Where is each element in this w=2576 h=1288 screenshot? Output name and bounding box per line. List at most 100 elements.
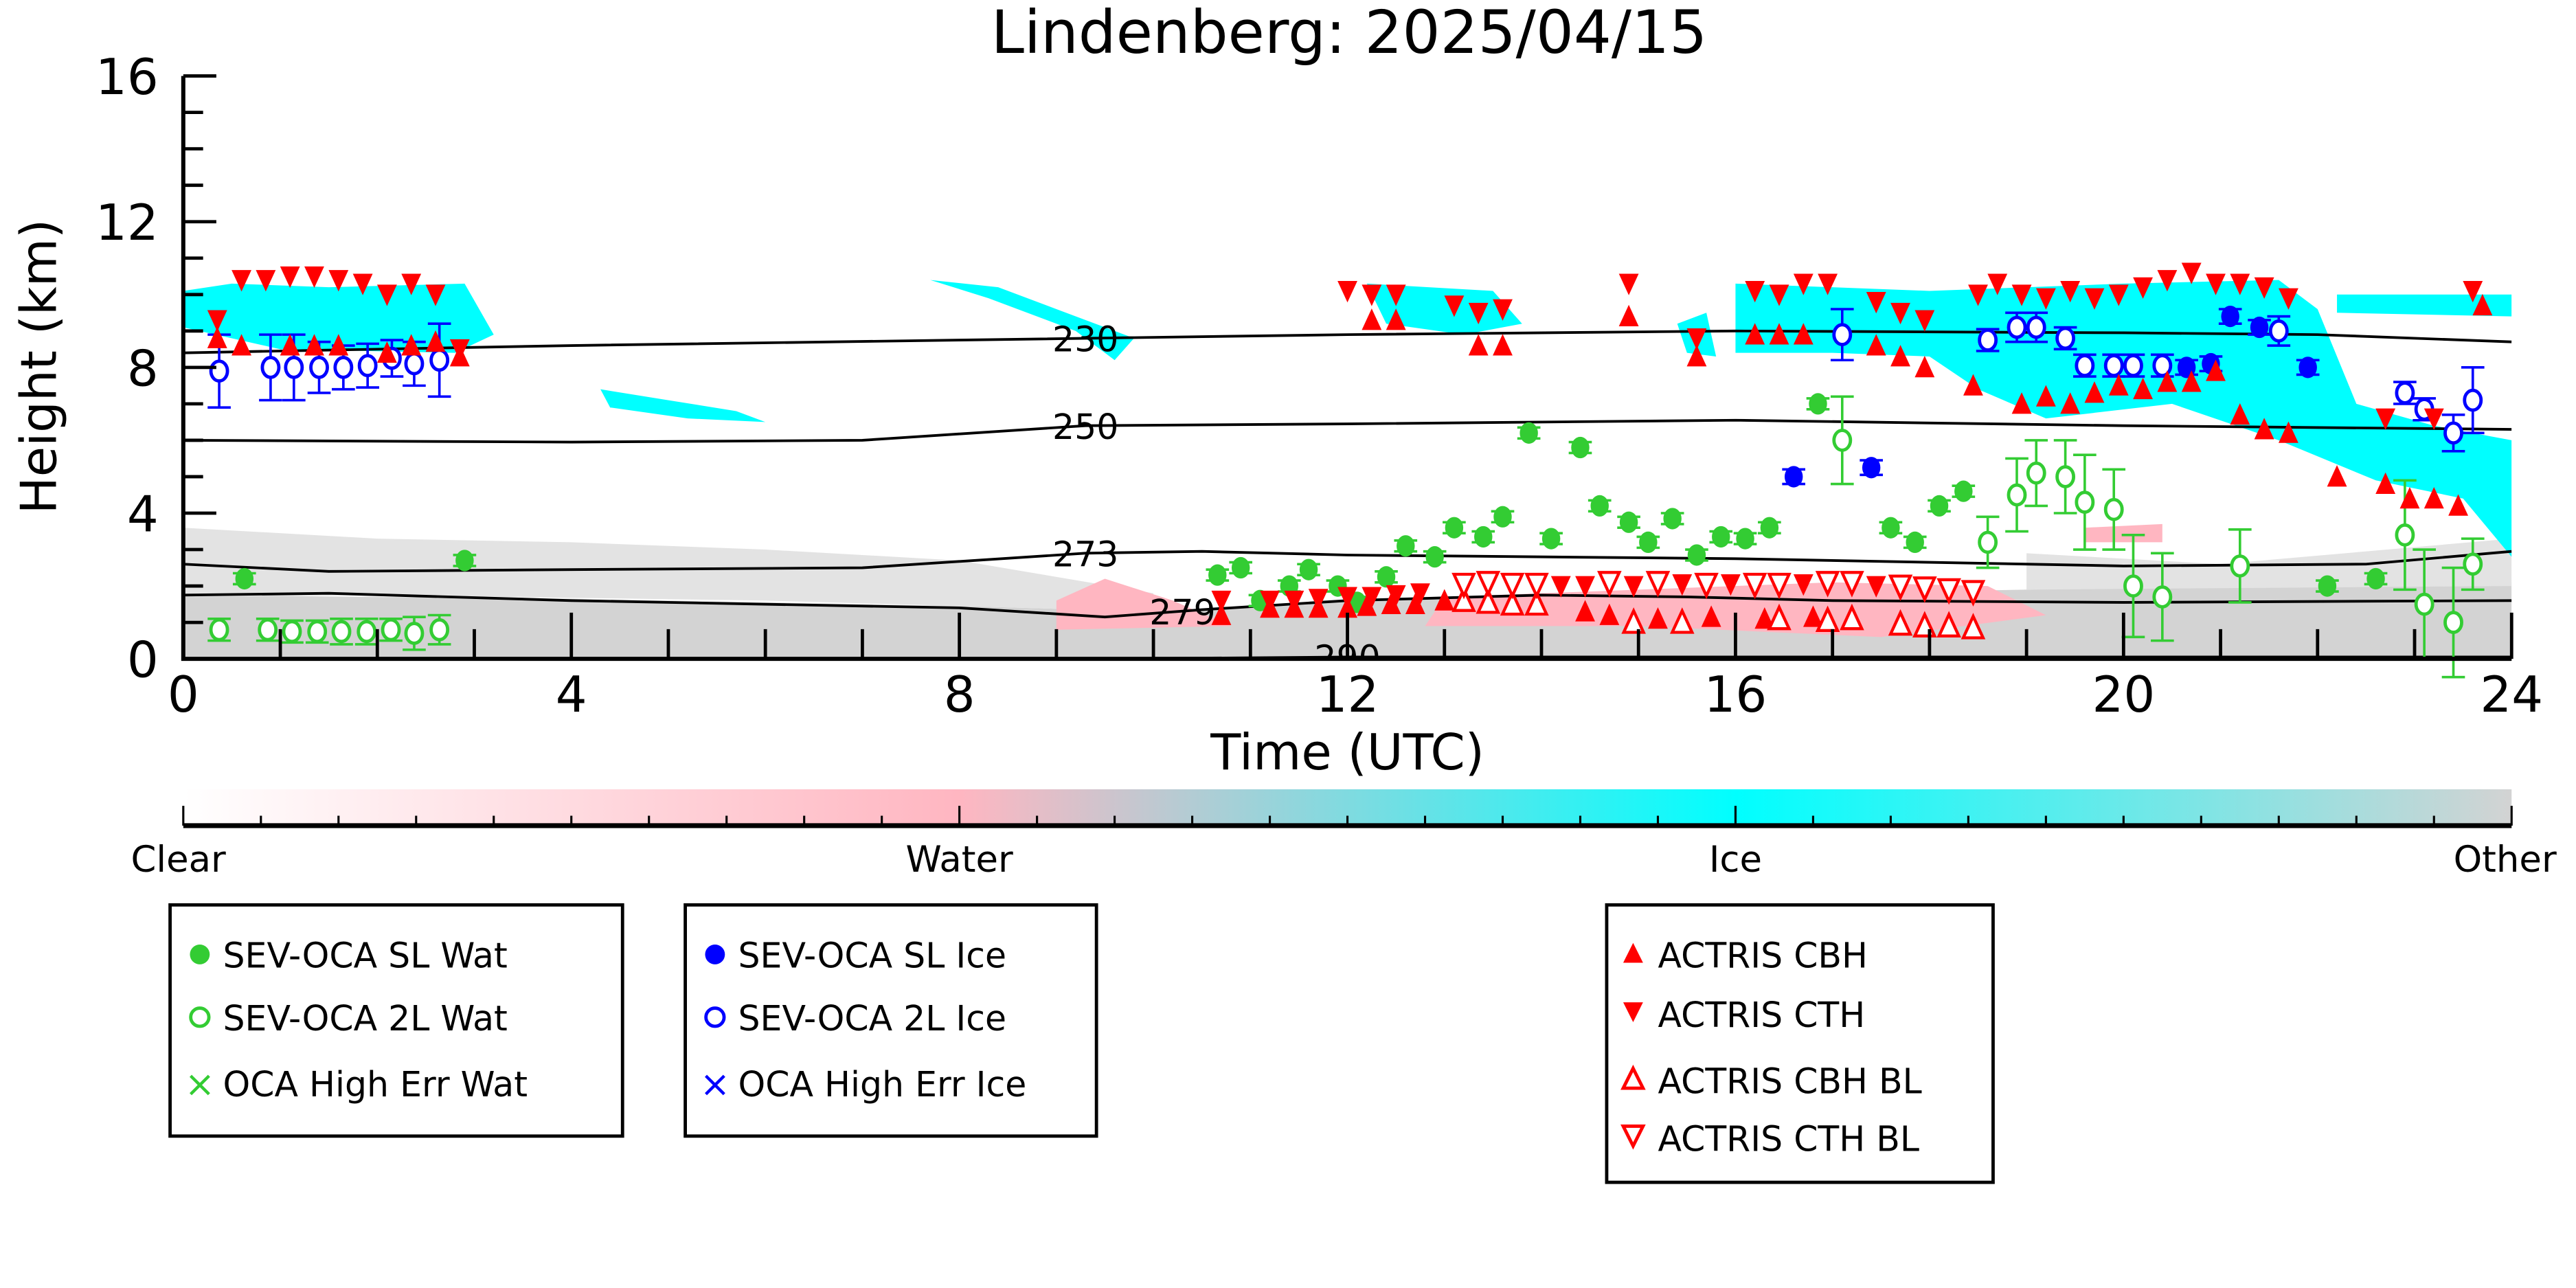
marker-actris-cbh xyxy=(376,341,397,363)
marker-sev-oca-sl-wat xyxy=(1493,506,1512,528)
marker-sev-oca-2l-ice xyxy=(333,356,354,379)
marker-actris-cth xyxy=(1337,281,1357,303)
marker-actris-cth xyxy=(256,270,276,292)
marker-sev-oca-2l-wat xyxy=(2055,465,2076,488)
marker-sev-oca-2l-ice xyxy=(2075,354,2095,378)
marker-actris-cbh xyxy=(231,334,251,356)
marker-sev-oca-2l-wat xyxy=(2230,554,2250,578)
x-tick-label: 0 xyxy=(168,666,199,724)
legend-label: ACTRIS CTH xyxy=(1658,995,1865,1035)
marker-actris-cth xyxy=(1386,284,1406,306)
marker-actris-cbh xyxy=(2375,472,2396,494)
marker-actris-cbh-bl xyxy=(1669,607,1695,634)
marker-actris-cbh xyxy=(1468,334,1489,356)
marker-actris-cth xyxy=(2060,281,2081,303)
marker-actris-cth xyxy=(1672,574,1693,596)
marker-sev-oca-2l-wat xyxy=(1978,530,1998,554)
marker-actris-cth xyxy=(207,310,227,332)
marker-actris-cth xyxy=(425,284,446,306)
y-tick-label: 0 xyxy=(127,632,159,690)
marker-actris-cbh xyxy=(2084,381,2105,403)
marker-actris-cth xyxy=(2181,262,2202,284)
x-tick-label: 16 xyxy=(1704,666,1767,724)
marker-actris-cth xyxy=(1968,284,1988,306)
marker-actris-cbh-bl xyxy=(1888,609,1913,636)
marker-sev-oca-sl-wat xyxy=(1809,393,1827,415)
marker-sev-oca-sl-ice xyxy=(2221,305,2239,328)
legend-marker-x-ice: × xyxy=(700,1063,730,1105)
legend-label: OCA High Err Wat xyxy=(223,1064,528,1105)
marker-actris-cbh xyxy=(425,330,446,352)
legend-label: SEV-OCA SL Ice xyxy=(738,936,1007,976)
marker-actris-cth xyxy=(1444,295,1465,317)
marker-sev-oca-sl-wat xyxy=(1760,517,1779,539)
marker-sev-oca-sl-wat xyxy=(1687,544,1706,566)
y-tick-label: 12 xyxy=(95,194,159,252)
legend-actris: ACTRIS CBH ACTRIS CTH ACTRIS CBH BL ACTR… xyxy=(1605,903,1995,1184)
marker-actris-cbh xyxy=(1686,345,1707,367)
legend-label: SEV-OCA SL Wat xyxy=(223,936,508,976)
data-markers xyxy=(207,262,2493,679)
marker-actris-cth xyxy=(328,270,349,292)
marker-sev-oca-sl-wat xyxy=(1231,556,1250,579)
marker-sev-oca-2l-ice xyxy=(2463,388,2483,412)
marker-sev-oca-2l-wat xyxy=(2075,490,2095,514)
y-tick-label: 16 xyxy=(95,49,159,106)
y-tick-label: 4 xyxy=(127,486,159,543)
marker-actris-cth xyxy=(2424,408,2444,430)
marker-actris-cth xyxy=(1818,273,1838,295)
marker-actris-cth xyxy=(1745,281,1765,303)
marker-actris-cth-bl xyxy=(1888,574,1913,602)
marker-actris-cth-bl xyxy=(1645,571,1671,598)
colorbar-label-clear: Clear xyxy=(131,839,226,881)
marker-actris-cth-bl xyxy=(1815,571,1840,598)
marker-sev-oca-2l-wat xyxy=(2463,552,2483,576)
marker-sev-oca-sl-wat xyxy=(1425,546,1444,568)
marker-actris-cbh xyxy=(2108,374,2129,396)
marker-actris-cth xyxy=(2035,288,2056,310)
marker-sev-oca-2l-wat xyxy=(429,618,450,642)
legend-water: SEV-OCA SL Wat SEV-OCA 2L Wat × OCA High… xyxy=(168,903,624,1138)
legend-marker-sl-ice xyxy=(705,945,725,964)
contour-line-250 xyxy=(183,418,2512,444)
marker-sev-oca-2l-ice xyxy=(2123,354,2143,378)
marker-sev-oca-sl-wat xyxy=(1712,526,1730,548)
marker-actris-cbh xyxy=(2424,486,2444,509)
marker-sev-oca-sl-wat xyxy=(1299,558,1318,580)
marker-sev-oca-sl-ice xyxy=(2250,316,2269,339)
marker-sev-oca-sl-wat xyxy=(1954,480,1973,502)
marker-actris-cth xyxy=(1362,587,1382,609)
marker-actris-cbh-bl xyxy=(1476,587,1501,614)
legend-marker-2l-wat xyxy=(189,1006,211,1028)
marker-actris-cth xyxy=(1793,273,1814,295)
marker-actris-cbh xyxy=(1405,592,1425,615)
marker-actris-cth xyxy=(1618,273,1639,295)
legend-marker-cth xyxy=(1623,1002,1643,1022)
marker-actris-cbh xyxy=(207,326,227,348)
colorbar-label-other: Other xyxy=(2454,839,2557,881)
marker-actris-cth-bl xyxy=(1912,576,1937,603)
marker-sev-oca-2l-wat xyxy=(2123,574,2143,598)
marker-actris-cbh xyxy=(2133,377,2154,400)
marker-sev-oca-sl-wat xyxy=(1736,528,1754,550)
marker-sev-oca-2l-ice xyxy=(2007,315,2027,339)
x-axis-label: Time (UTC) xyxy=(1210,724,1484,782)
marker-sev-oca-2l-wat xyxy=(404,622,425,645)
mask-region-ice xyxy=(1366,283,1522,335)
legend-marker-2l-ice xyxy=(704,1006,726,1028)
chart-title: Lindenberg: 2025/04/15 xyxy=(991,0,1707,67)
marker-sev-oca-2l-ice xyxy=(1832,323,1853,346)
marker-actris-cbh xyxy=(1648,607,1668,629)
marker-actris-cbh xyxy=(1769,323,1789,345)
marker-actris-cbh-bl xyxy=(1621,607,1646,634)
mask-region-ice xyxy=(2337,294,2512,317)
x-tick-label: 4 xyxy=(556,666,587,724)
marker-actris-cbh xyxy=(2230,403,2250,425)
y-axis-label: Height (km) xyxy=(11,219,69,515)
marker-sev-oca-sl-wat xyxy=(2366,567,2385,590)
legend-marker-sl-wat xyxy=(190,945,210,964)
marker-sev-oca-sl-ice xyxy=(1784,466,1803,488)
marker-sev-oca-2l-wat xyxy=(1832,429,1853,452)
mask-region-ice xyxy=(1735,280,2512,557)
marker-sev-oca-2l-wat xyxy=(2026,461,2046,485)
